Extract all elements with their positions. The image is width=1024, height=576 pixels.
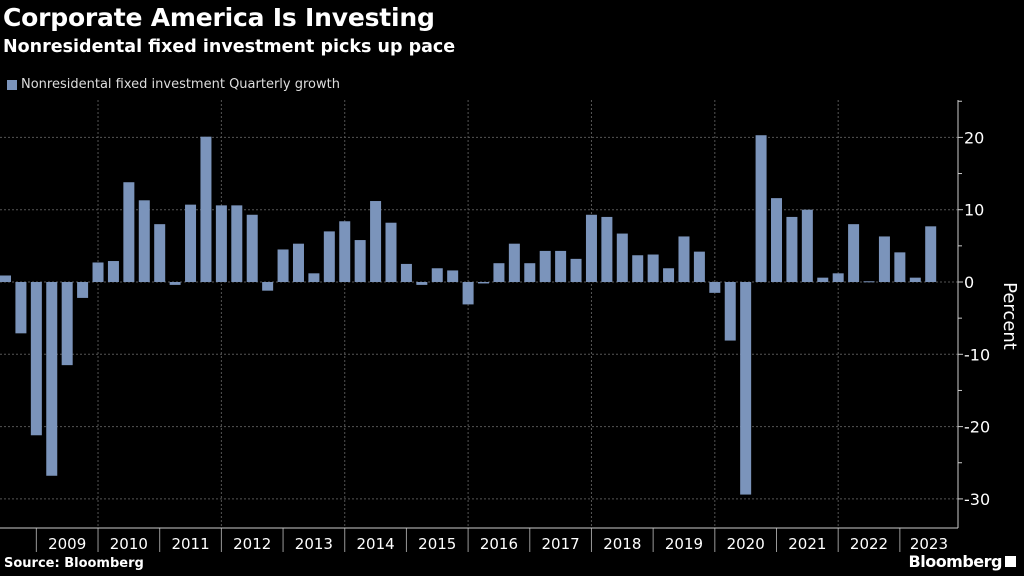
- bar: [46, 282, 58, 476]
- bar: [478, 282, 490, 284]
- bar: [447, 270, 459, 282]
- bar: [61, 282, 73, 366]
- x-tick-label: 2012: [233, 535, 271, 553]
- legend-swatch: [7, 79, 17, 90]
- bar: [817, 277, 829, 282]
- bar: [0, 275, 11, 282]
- bar: [832, 273, 844, 282]
- bar: [354, 240, 366, 282]
- y-tick-label: -10: [964, 345, 990, 364]
- bar: [200, 136, 212, 282]
- bar: [524, 263, 536, 282]
- bar: [185, 204, 197, 282]
- bar: [277, 249, 289, 282]
- bar: [77, 282, 89, 298]
- bar: [323, 231, 335, 282]
- bar: [894, 252, 906, 282]
- x-tick-label: 2018: [603, 535, 641, 553]
- x-tick-label: 2011: [171, 535, 209, 553]
- bar: [215, 205, 227, 282]
- bar: [801, 209, 813, 282]
- y-tick-label: -30: [964, 490, 990, 509]
- bar: [508, 243, 520, 282]
- bar: [755, 135, 767, 282]
- y-tick-label: -20: [964, 418, 990, 437]
- y-tick-label: 20: [964, 128, 984, 147]
- bar: [308, 273, 320, 282]
- bar: [154, 224, 166, 282]
- x-tick-label: 2022: [850, 535, 888, 553]
- bar: [493, 263, 505, 282]
- bar: [92, 262, 104, 282]
- bar: [169, 282, 181, 285]
- bar: [616, 233, 628, 282]
- bar: [539, 250, 551, 282]
- bar: [878, 236, 890, 282]
- bar: [292, 243, 304, 282]
- x-tick-label: 2015: [418, 535, 456, 553]
- legend: Nonresidental fixed investment Quarterly…: [7, 77, 340, 92]
- chart-subtitle: Nonresidental fixed investment picks up …: [3, 37, 456, 57]
- bar: [863, 281, 875, 283]
- bar: [231, 205, 243, 282]
- bar: [262, 282, 274, 291]
- bar: [678, 236, 690, 282]
- bar: [709, 282, 721, 293]
- bar: [370, 201, 382, 282]
- y-tick-label: 0: [964, 273, 974, 292]
- bar: [647, 254, 659, 282]
- bar: [909, 277, 921, 282]
- bar: [385, 222, 397, 282]
- bar: [107, 261, 119, 282]
- logo-text: Bloomberg: [908, 552, 1003, 571]
- x-tick-label: 2017: [542, 535, 580, 553]
- x-tick-label: 2020: [727, 535, 765, 553]
- source-note: Source: Bloomberg: [4, 556, 144, 571]
- x-tick-label: 2014: [356, 535, 394, 553]
- bar: [585, 214, 597, 282]
- bar: [848, 224, 860, 282]
- bar: [462, 282, 474, 305]
- bar: [416, 282, 428, 285]
- bar: [246, 214, 258, 282]
- bar: [431, 268, 443, 282]
- bar: [138, 200, 150, 282]
- x-tick-label: 2019: [665, 535, 703, 553]
- bar: [771, 198, 782, 282]
- chart-title: Corporate America Is Investing: [3, 3, 435, 32]
- bar: [400, 263, 412, 282]
- x-tick-label: 2009: [48, 535, 86, 553]
- bar: [30, 282, 42, 436]
- x-tick-label: 2013: [295, 535, 333, 553]
- bar: [570, 258, 582, 282]
- bar: [663, 268, 675, 282]
- bar: [740, 282, 752, 495]
- bar: [925, 226, 937, 282]
- logo-mark-icon: [1005, 556, 1016, 567]
- x-tick-label: 2023: [910, 535, 948, 553]
- x-tick-label: 2010: [110, 535, 148, 553]
- bar: [786, 216, 798, 282]
- bar: [632, 255, 644, 282]
- bar: [601, 216, 613, 282]
- bar: [555, 250, 567, 282]
- bar: [724, 282, 736, 341]
- bar: [693, 251, 705, 282]
- legend-label: Nonresidental fixed investment Quarterly…: [21, 77, 340, 92]
- y-axis-label: Percent: [999, 282, 1020, 350]
- bloomberg-logo: Bloomberg: [909, 552, 1016, 571]
- bar: [123, 182, 135, 282]
- x-tick-label: 2016: [480, 535, 518, 553]
- x-tick-label: 2021: [788, 535, 826, 553]
- bar: [339, 221, 351, 282]
- bar: [15, 282, 27, 334]
- y-tick-label: 10: [964, 201, 984, 220]
